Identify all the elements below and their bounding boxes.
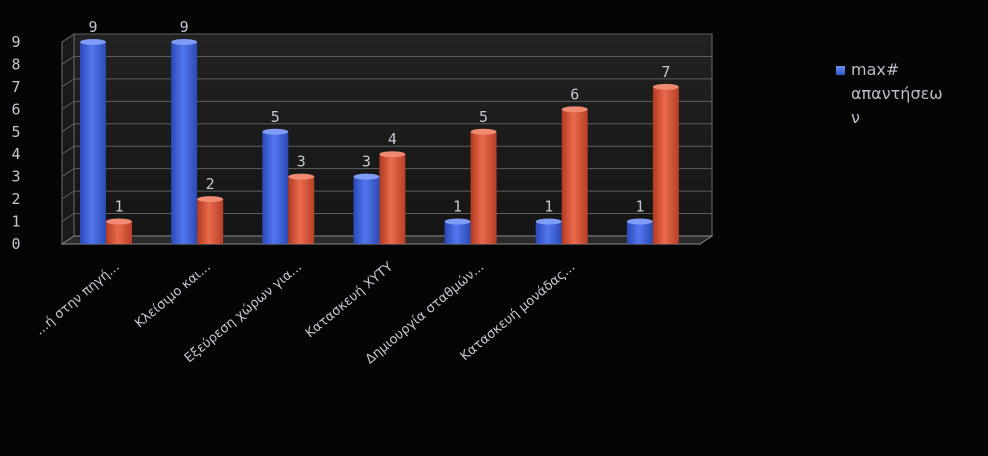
side-wall	[61, 33, 75, 245]
gridline	[61, 78, 712, 88]
y-tick-label: 5	[11, 123, 20, 141]
data-label-series-2: 7	[661, 63, 670, 81]
y-tick-label: 8	[11, 55, 20, 73]
bar-top-series-2	[197, 196, 224, 203]
gridline	[61, 55, 712, 65]
bar-top-series-1	[535, 218, 562, 225]
bar-series-1	[535, 221, 562, 244]
gridline	[61, 100, 712, 110]
bar-series-2	[288, 176, 315, 244]
y-tick-label: 6	[11, 100, 20, 118]
gridline	[61, 123, 712, 133]
bar-top-series-1	[444, 218, 471, 225]
bar-series-1	[171, 42, 198, 244]
bar-series-2	[379, 154, 406, 244]
data-label-series-1: 1	[635, 198, 644, 216]
data-label-series-2: 2	[206, 175, 215, 193]
legend-label-series-1: max# απαντήσεω ν	[851, 60, 943, 127]
gridlines	[61, 33, 712, 222]
bar-top-series-2	[379, 151, 406, 158]
data-label-series-1: 9	[88, 18, 97, 36]
bar-series-1	[262, 131, 289, 244]
data-label-series-2: 1	[114, 198, 123, 216]
x-tick-label: Κλείσιμο και...	[132, 260, 213, 332]
y-tick-label: 0	[11, 235, 20, 253]
bar-top-series-2	[106, 218, 132, 225]
data-label-series-1: 5	[271, 108, 280, 126]
bar-top-series-1	[626, 218, 653, 225]
gridline	[61, 190, 712, 200]
data-label-series-2: 3	[297, 153, 306, 171]
data-label-series-1: 3	[362, 153, 371, 171]
y-tick-label: 2	[11, 190, 20, 208]
bar-series-1	[353, 176, 380, 244]
y-tick-label: 7	[11, 78, 20, 96]
x-axis: ...ή στην πηγή... Κλείσιμο και...Εξεύρεση…	[33, 260, 579, 368]
bar-series-2	[470, 131, 497, 244]
data-label-series-1: 9	[180, 18, 189, 36]
bar-top-series-1	[353, 173, 380, 180]
bar-series-1	[626, 221, 653, 244]
bar-series-2	[106, 221, 132, 244]
bar-series-2	[561, 109, 588, 244]
gridline	[61, 168, 712, 178]
gridline	[61, 145, 712, 155]
x-tick-label: Κατασκευή ΧΥΤΥ	[303, 260, 396, 342]
legend: max# απαντήσεω ν	[836, 58, 981, 130]
x-tick-label: ...ή στην πηγή...	[33, 260, 123, 339]
bar-series-2	[652, 86, 679, 244]
legend-swatch-series-1	[836, 66, 845, 75]
bars	[80, 39, 679, 244]
y-tick-label: 3	[11, 168, 20, 186]
data-label-series-2: 5	[479, 108, 488, 126]
bar-top-series-1	[262, 128, 289, 135]
bar-series-1	[80, 42, 106, 244]
data-label-series-2: 6	[570, 85, 579, 103]
bar-series-1	[444, 221, 471, 244]
bar-top-series-1	[80, 39, 106, 45]
y-tick-label: 4	[11, 145, 20, 163]
y-tick-label: 1	[11, 213, 20, 231]
bar-series-2	[197, 199, 224, 244]
bar-top-series-2	[288, 173, 315, 180]
y-axis: 0 1 2 3 4 5 6 7 8 9	[11, 33, 20, 253]
bar-top-series-2	[561, 106, 588, 113]
bar-top-series-2	[652, 83, 679, 90]
data-label-series-1: 1	[544, 198, 553, 216]
y-tick-label: 9	[11, 33, 20, 51]
data-label-series-2: 4	[388, 130, 397, 148]
bar-top-series-2	[470, 128, 497, 135]
gridline	[61, 33, 712, 43]
bar-top-series-1	[171, 39, 198, 45]
data-label-series-1: 1	[453, 198, 462, 216]
gridline	[61, 213, 712, 222]
